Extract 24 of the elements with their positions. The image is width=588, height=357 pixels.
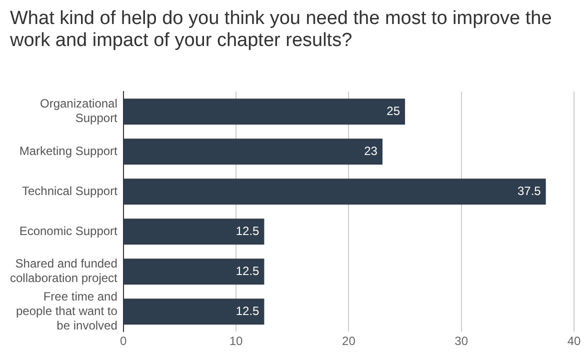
data-label: 25 (386, 104, 400, 118)
y-tick-label: Shared and funded collaboration project (10, 256, 118, 286)
data-label: 37.5 (517, 184, 542, 198)
x-tick-label: 40 (567, 334, 581, 348)
y-tick-label: Organizational Support (40, 96, 118, 126)
bar (124, 178, 546, 205)
data-label: 23 (364, 144, 378, 158)
bar (124, 218, 264, 245)
data-label: 12.5 (236, 264, 260, 278)
data-label: 12.5 (236, 304, 260, 318)
y-tick-label: Technical Support (22, 184, 118, 198)
x-tick-label: 0 (120, 334, 128, 348)
x-tick-label: 10 (229, 334, 244, 348)
y-tick-label: Marketing Support (19, 144, 118, 158)
y-tick-label: Free time and people that want to be involved (16, 290, 118, 332)
x-tick-label: 30 (454, 334, 468, 348)
chart-title: What kind of help do you think you need the most to improve the work and impact of your chapter results? (10, 8, 553, 52)
data-label: 12.5 (236, 224, 260, 238)
x-tick-label: 20 (342, 334, 356, 348)
bar (124, 98, 406, 125)
bar (124, 298, 264, 325)
bar (124, 138, 382, 165)
y-tick-label: Economic Support (19, 224, 118, 238)
bar (124, 258, 264, 285)
